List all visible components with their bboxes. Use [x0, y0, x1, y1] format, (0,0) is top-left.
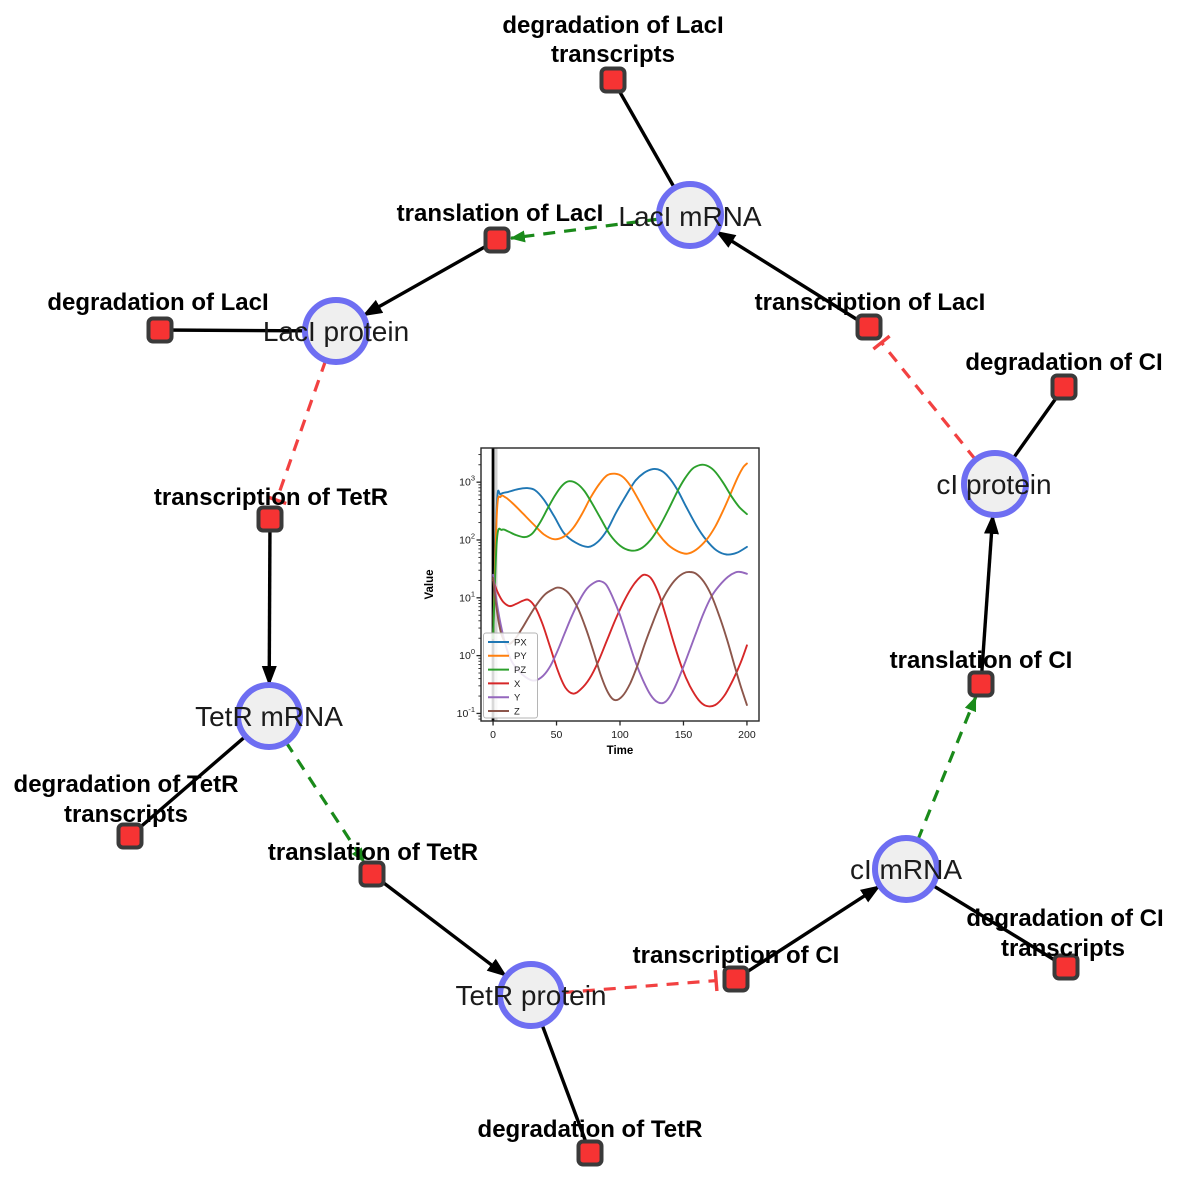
x-tick-label: 150: [675, 729, 693, 741]
edge-deg-tetr-transcripts: [128, 735, 247, 838]
reaction-transcription-tetr[interactable]: [256, 505, 284, 533]
node-tetr-mrna[interactable]: TetR mRNA: [195, 682, 343, 750]
reaction-layer: [116, 66, 1080, 1167]
legend-label-Y: Y: [514, 693, 521, 704]
reaction-degradation-ci-transcripts[interactable]: [1052, 953, 1080, 981]
node-label-tetr-mrna: TetR mRNA: [195, 701, 343, 732]
label-translation-laci: translation of LacI: [397, 200, 604, 227]
node-tetr-protein[interactable]: TetR protein: [456, 961, 607, 1029]
reaction-transcription-ci[interactable]: [722, 965, 750, 993]
inhibition-laci-protein-to-transcription-tetr: [275, 359, 328, 501]
label-degradation-tetr-transcripts-1: degradation of TetR: [14, 771, 239, 798]
x-tick-label: 0: [490, 729, 496, 741]
reaction-degradation-tetr-transcripts[interactable]: [116, 822, 144, 850]
tbar-icon: [713, 970, 719, 992]
node-label-laci-protein: LacI protein: [263, 316, 409, 347]
reaction-degradation-laci-transcripts[interactable]: [599, 66, 627, 94]
edge-transcription-tetr-to-tetr-mrna: [261, 518, 277, 686]
label-degradation-laci-transcripts-1: degradation of LacI: [502, 12, 723, 39]
node-label-ci-mrna: cI mRNA: [850, 854, 962, 885]
label-degradation-tetr: degradation of TetR: [478, 1116, 703, 1143]
reaction-translation-laci[interactable]: [483, 226, 511, 254]
node-layer: LacI mRNA LacI protein cI protein TetR m…: [195, 181, 1052, 1029]
reaction-degradation-tetr[interactable]: [576, 1139, 604, 1167]
edge-deg-ci-transcripts: [931, 883, 1067, 969]
label-degradation-laci-transcripts-2: transcripts: [551, 41, 675, 68]
x-tick-label: 200: [738, 729, 756, 741]
reaction-degradation-ci[interactable]: [1050, 373, 1078, 401]
label-transcription-tetr: transcription of TetR: [154, 484, 388, 511]
chart-ylabel: Value: [424, 569, 436, 599]
node-label-ci-protein: cI protein: [936, 469, 1051, 500]
node-label-laci-mrna: LacI mRNA: [618, 201, 761, 232]
chart-series-Z: [492, 571, 748, 706]
node-laci-protein[interactable]: LacI protein: [263, 297, 409, 365]
tbar-icon: [266, 495, 287, 506]
reaction-transcription-laci[interactable]: [855, 313, 883, 341]
inhibition-tetr-protein-to-transcription-ci: [561, 979, 717, 995]
legend-label-PX: PX: [514, 637, 527, 648]
y-tick-label: 10-1: [457, 705, 475, 720]
edge-deg-tetr: [540, 1023, 592, 1154]
edge-layer: [128, 79, 1067, 1154]
legend-label-X: X: [514, 679, 521, 690]
label-degradation-tetr-transcripts-2: transcripts: [64, 801, 188, 828]
chart-legend-box: [483, 632, 538, 719]
x-tick-label: 100: [611, 729, 629, 741]
label-degradation-ci-transcripts-1: degradation of CI: [966, 905, 1163, 932]
y-tick-label: 100: [459, 647, 475, 662]
activation-laci-mrna-to-translation: [509, 217, 660, 243]
chart-series-X: [492, 573, 748, 708]
chart-series-PZ: [492, 463, 748, 640]
edge-deg-laci-transcripts: [611, 79, 677, 189]
chart-series-PX: [492, 468, 748, 640]
label-transcription-ci: transcription of CI: [633, 942, 840, 969]
node-laci-mrna[interactable]: LacI mRNA: [618, 181, 762, 249]
legend-label-PZ: PZ: [514, 665, 526, 676]
edge-translation-tetr-to-tetr-protein: [370, 872, 508, 978]
edge-translation-ci-to-ci-protein: [979, 513, 999, 685]
label-translation-tetr: translation of TetR: [268, 839, 478, 866]
edge-transcription-laci-to-laci-mrna: [715, 229, 870, 329]
label-transcription-laci: transcription of LacI: [755, 289, 986, 316]
label-degradation-ci-transcripts-2: transcripts: [1001, 935, 1125, 962]
inhibition-ci-protein-to-transcription-laci: [880, 341, 977, 461]
legend-label-PY: PY: [514, 651, 527, 662]
y-tick-label: 102: [459, 531, 475, 546]
reaction-translation-ci[interactable]: [967, 670, 995, 698]
y-tick-label: 103: [459, 474, 475, 489]
reaction-degradation-laci[interactable]: [146, 316, 174, 344]
activation-ci-mrna-to-translation: [916, 696, 978, 841]
node-label-tetr-protein: TetR protein: [456, 980, 607, 1011]
edge-deg-laci: [159, 328, 306, 333]
inset-chart: 0 50 100 150 20010-1100101102103TimeValuePXP…: [424, 418, 782, 776]
y-tick-label: 101: [459, 589, 475, 604]
node-ci-protein[interactable]: cI protein: [936, 450, 1052, 518]
chart-legend: PX PY PZ XYZ: [483, 632, 538, 719]
edge-transcription-ci-to-ci-mrna: [735, 884, 881, 981]
label-translation-ci: translation of CI: [890, 647, 1073, 674]
chart-xlabel: Time: [607, 745, 634, 757]
edge-translation-laci-to-laci-protein: [362, 238, 498, 318]
legend-label-Z: Z: [514, 706, 520, 717]
label-degradation-laci: degradation of LacI: [47, 289, 268, 316]
node-ci-mrna[interactable]: cI mRNA: [850, 835, 962, 903]
tbar-icon: [872, 334, 891, 351]
activation-tetr-mrna-to-translation: [284, 741, 366, 864]
x-tick-label: 50: [551, 729, 563, 741]
chart-series-PY: [492, 462, 748, 640]
reaction-translation-tetr[interactable]: [358, 860, 386, 888]
label-degradation-ci: degradation of CI: [965, 349, 1162, 376]
label-layer: degradation of LacI transcripts translat…: [14, 12, 1164, 1143]
